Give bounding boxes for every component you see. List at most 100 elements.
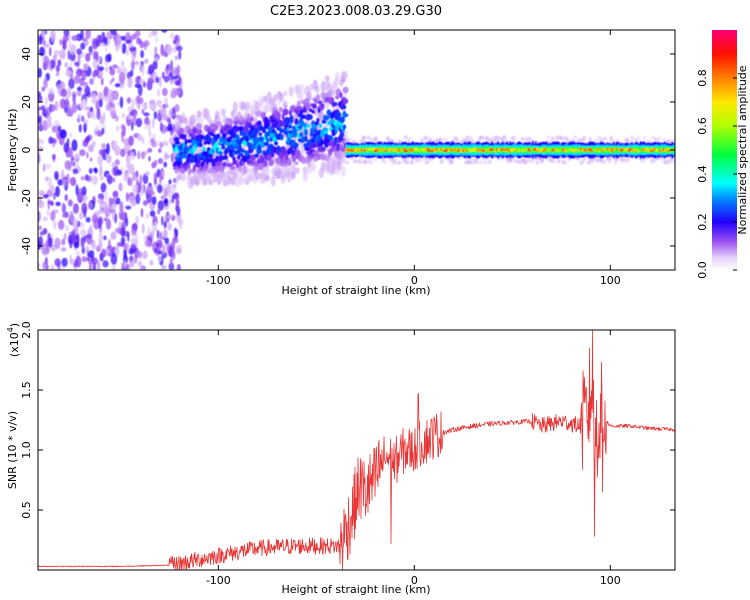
spectrogram-cell [53,49,61,56]
spectrogram-cell [339,116,345,124]
snr-y-ticks: 0.5 1.0 1.5 2.0 [20,321,675,519]
spectrogram-cell [331,101,338,107]
spectrogram-cell [42,216,49,222]
spectrogram-cell [71,139,78,152]
spectrogram-cell [145,170,150,176]
spectrogram-cell [161,113,168,121]
spectrogram-cell [613,160,618,165]
spectrogram-cell [343,87,348,92]
spectrogram-cell [143,235,148,240]
spectrogram-cell [126,263,130,270]
spectrogram-cell [50,264,55,270]
spectrogram-cell [68,78,75,90]
spectrogram-cell [115,44,119,52]
spectrogram-cell [243,125,249,133]
spectrogram-cell [86,151,89,159]
spectrogram-cell [142,250,148,260]
spectrogram-cell [88,168,93,174]
spectrogram-cell [200,160,206,168]
spectrogram-cell [223,154,229,161]
spectrogram-cell [173,192,180,200]
spectrogram-cell [562,160,567,165]
spectrogram-cell [52,138,57,144]
spectrogram-cell [89,224,93,237]
spectrogram-cell [83,64,89,71]
spectrogram-cell [424,135,429,140]
spectrogram-cell [55,123,59,134]
spectrogram-cell [172,106,176,115]
spectrogram-cell [336,161,342,171]
spectrogram-cell [77,113,82,123]
spectrogram-cell [92,38,99,50]
spectrogram-cell [142,81,147,88]
spectrogram-cell [169,257,173,265]
spectrogram-cell [82,84,85,93]
spectrogram-cell [123,242,130,251]
spectrogram-cell [127,177,133,187]
spectrogram-cell [220,108,226,117]
spectrogram-cell [146,192,152,204]
spectrogram-cell [96,155,103,166]
spectrogram-cell [149,79,155,84]
spectrogram-cell [141,151,146,160]
spectrogram-cell [112,64,118,69]
spectrogram-cell [126,49,129,56]
spectrogram-cell [657,136,662,141]
spectrogram-cell [55,65,60,72]
spectrogram-cell [57,84,61,94]
spectrogram-cell [92,262,97,270]
spectrogram-cell [87,144,95,153]
spectrogram-cell [85,245,90,251]
spectrogram-cell [418,138,423,143]
spectrogram-cell [98,71,104,77]
spectrogram-cell [176,173,182,181]
spectrogram-cell [196,110,202,118]
spectrogram-cell [299,132,304,138]
spectrogram-cell [43,55,50,66]
spectrogram-cell [159,231,163,240]
spectrogram-cell [50,30,56,43]
spectrogram-cell [133,112,137,119]
spectrogram-cell [290,171,296,180]
spectrogram-cell [173,227,177,234]
spectrogram-cell [258,99,264,109]
colorbar-tick-label: 0.2 [696,213,709,231]
spectrogram-cell [208,179,214,186]
spectrogram-cell [168,262,175,270]
spectrogram-cell [101,127,105,135]
spectrogram-cell [182,117,188,125]
spectrogram-cell [339,91,343,99]
spectrogram-cell [625,137,630,142]
spectrogram-cell [294,142,299,148]
spectrogram-cell [50,210,56,221]
spectrogram-cell [38,106,42,111]
spectrogram-cell [81,70,87,81]
spectrogram-cell [38,190,45,197]
spectrogram-cell [147,119,151,127]
spectrogram-cell [95,50,99,62]
spectrogram-cell [103,36,108,43]
spectrogram-cell [142,173,149,185]
spectrogram-cell [366,135,371,140]
spectrogram-cell [471,160,476,165]
spectrogram-cell [264,173,270,182]
spectrogram-cell [112,92,118,99]
spectrogram-cell [69,43,77,55]
spectrogram-cell [60,247,67,252]
spectrogram-cell [264,164,270,176]
snr-x-tick-label: 100 [600,574,621,587]
spectrogram-cell [137,104,141,110]
spectrogram-cell [67,49,71,60]
spectrogram-cell [78,212,84,220]
spectrogram-cell [155,76,160,84]
spectrogram-cell [69,176,77,187]
spectrogram-cell [192,164,197,172]
spectrogram-cell [127,115,132,120]
spectrogram-cell [116,125,120,132]
snr-multiplier-exponent: 4 [6,327,15,332]
spectrogram-cell [61,88,68,98]
spectrogram-cell [171,75,178,80]
spectrogram-cell [314,85,320,94]
spectrogram-cell [169,79,175,86]
spectrogram-cell [168,179,172,185]
